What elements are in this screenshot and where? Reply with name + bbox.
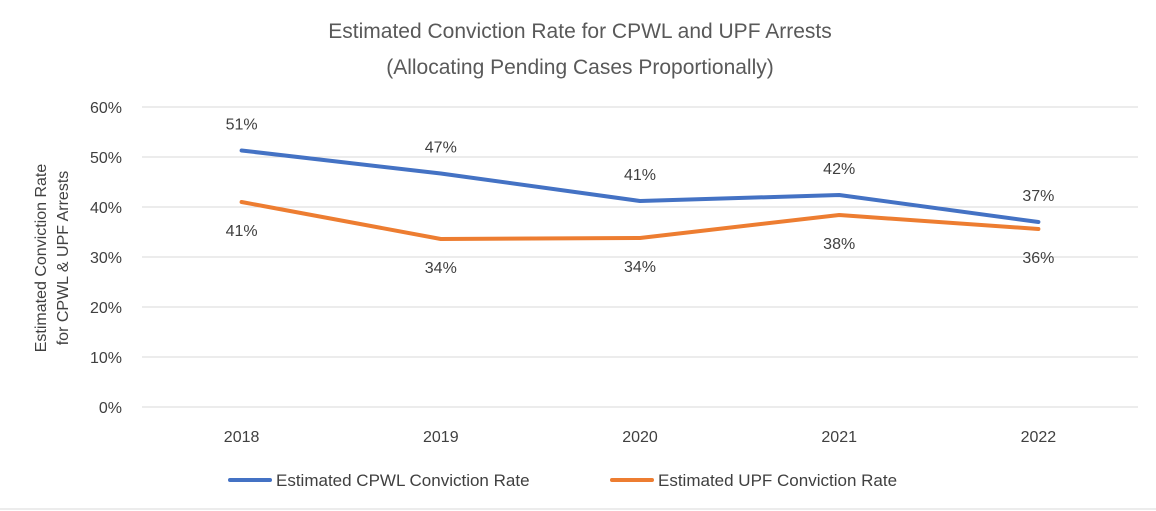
x-tick-label: 2018 <box>224 429 260 446</box>
data-labels: 51% 47% 41% 42% 37% 41% 34% 34% 38% 36% <box>226 117 1055 278</box>
data-label: 34% <box>425 260 457 277</box>
legend-label: Estimated UPF Conviction Rate <box>658 471 897 490</box>
y-tick-label: 60% <box>90 100 122 117</box>
x-tick-label: 2020 <box>622 429 658 446</box>
y-tick-label: 30% <box>90 250 122 267</box>
data-label: 51% <box>226 117 258 134</box>
chart-title: Estimated Conviction Rate for CPWL and U… <box>328 20 831 43</box>
data-label: 41% <box>226 223 258 240</box>
y-tick-label: 10% <box>90 350 122 367</box>
y-tick-label: 20% <box>90 300 122 317</box>
data-label: 42% <box>823 161 855 178</box>
x-tick-label: 2021 <box>821 429 857 446</box>
y-axis-title-line1: Estimated Conviction Rate <box>33 164 50 353</box>
x-tick-label: 2019 <box>423 429 459 446</box>
x-axis-ticks: 2018 2019 2020 2021 2022 <box>224 429 1056 446</box>
data-label: 34% <box>624 259 656 276</box>
y-axis-title-line2: for CPWL & UPF Arrests <box>55 171 72 346</box>
y-axis-ticks: 0% 10% 20% 30% 40% 50% 60% <box>90 100 122 417</box>
data-label: 37% <box>1022 188 1054 205</box>
data-label: 36% <box>1022 250 1054 267</box>
y-tick-label: 40% <box>90 200 122 217</box>
data-label: 47% <box>425 140 457 157</box>
series-line-0 <box>239 148 1041 224</box>
y-axis-title: Estimated Conviction Rate for CPWL & UPF… <box>33 164 72 353</box>
legend-label: Estimated CPWL Conviction Rate <box>276 471 530 490</box>
series <box>239 148 1041 241</box>
legend: Estimated CPWL Conviction Rate Estimated … <box>228 471 897 490</box>
series-line-1 <box>239 200 1041 241</box>
y-tick-label: 50% <box>90 150 122 167</box>
x-tick-label: 2022 <box>1021 429 1057 446</box>
chart-subtitle: (Allocating Pending Cases Proportionally… <box>386 56 774 79</box>
data-label: 41% <box>624 167 656 184</box>
y-tick-label: 0% <box>99 400 122 417</box>
gridlines <box>142 106 1138 408</box>
data-label: 38% <box>823 236 855 253</box>
